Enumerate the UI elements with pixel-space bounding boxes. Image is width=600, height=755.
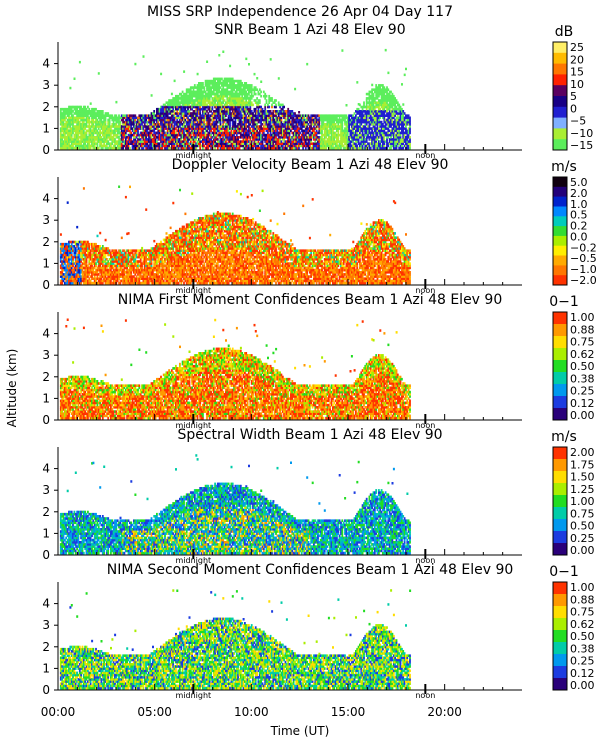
heatmap-speckle xyxy=(115,101,117,104)
heatmap-speckle xyxy=(79,61,81,64)
heatmap-snr xyxy=(60,49,411,150)
figure-canvas: MISS SRP Independence 26 Apr 04 Day 117 … xyxy=(0,0,600,750)
heatmap-speckle xyxy=(98,72,100,75)
heatmap-speckle xyxy=(171,93,173,96)
heatmap-speckle xyxy=(134,63,136,66)
figure-title: MISS SRP Independence 26 Apr 04 Day 117 xyxy=(147,4,453,20)
heatmap-speckle xyxy=(151,94,153,97)
x-axis-label: Time (UT) xyxy=(270,724,330,738)
heatmap-speckle xyxy=(69,87,71,90)
heatmap-cell xyxy=(153,110,155,113)
heatmap-speckle xyxy=(90,102,92,105)
heatmap-cell xyxy=(129,147,131,150)
y-axis-label: Altitude (km) xyxy=(5,349,19,428)
heatmap-speckle xyxy=(143,55,145,58)
panel-title: SNR Beam 1 Azi 48 Elev 90 xyxy=(214,22,405,38)
heatmap-speckle xyxy=(160,73,162,76)
heatmap-speckle xyxy=(74,78,76,81)
heatmap-cell xyxy=(102,110,104,113)
radar-profiler-figure: MISS SRP Independence 26 Apr 04 Day 117 … xyxy=(0,0,600,750)
